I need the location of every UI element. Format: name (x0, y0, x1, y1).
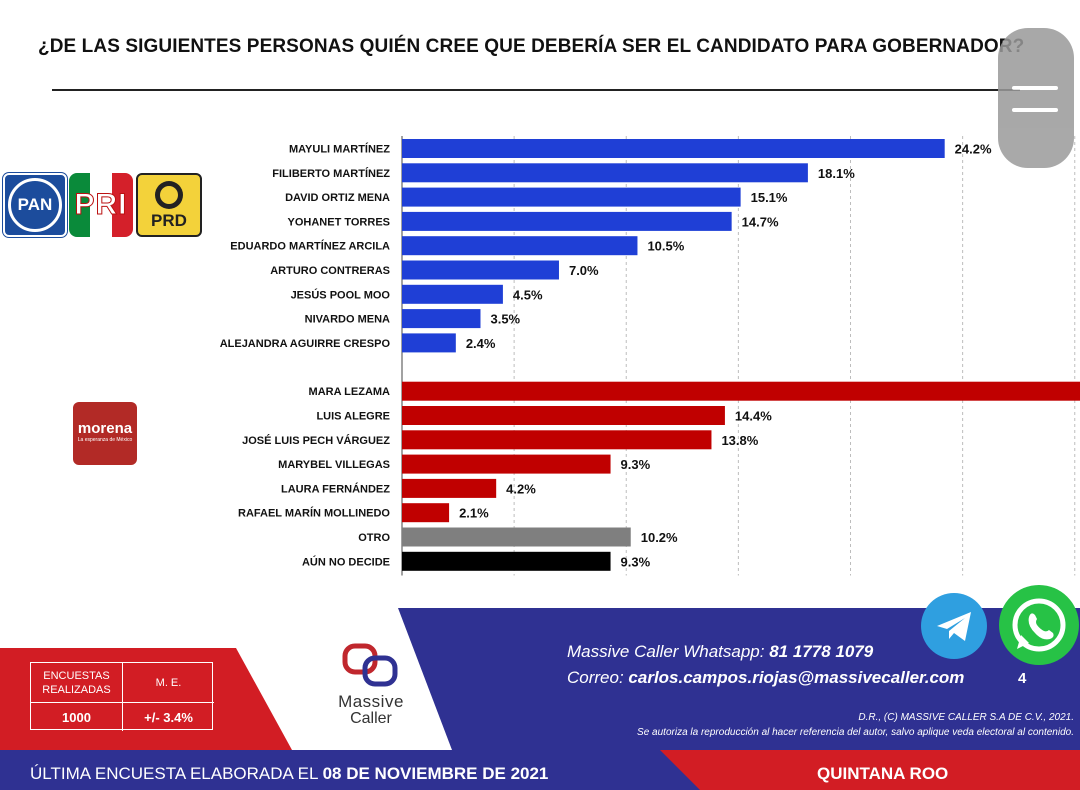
bar (402, 163, 808, 183)
whatsapp-label: Massive Caller Whatsapp: (567, 642, 765, 661)
value-label: 2.1% (459, 506, 489, 521)
pri-logo: PRI (69, 173, 133, 237)
category-label: MARA LEZAMA (309, 386, 391, 398)
telegram-button[interactable] (921, 593, 987, 659)
whatsapp-line: Massive Caller Whatsapp: 81 1778 1079 (567, 642, 873, 662)
bar (402, 527, 631, 547)
state-name: QUINTANA ROO (817, 764, 949, 783)
bar (402, 551, 611, 571)
bar (402, 187, 741, 207)
bar-chart: MAYULI MARTÍNEZ 24.2% FILIBERTO MARTÍNEZ 18… (220, 136, 1080, 576)
encuestas-value: 1000 (31, 703, 123, 731)
category-label: JOSÉ LUIS PECH VÁRGUEZ (242, 434, 390, 447)
me-label: M. E. (123, 663, 214, 703)
pan-logo: PAN (3, 173, 67, 237)
category-label: JESÚS POOL MOO (291, 288, 391, 301)
value-label: 4.5% (513, 287, 543, 302)
bar (402, 260, 559, 280)
whatsapp-icon (1012, 598, 1066, 652)
bar (402, 478, 497, 498)
category-label: NIVARDO MENA (305, 314, 390, 326)
category-label: YOHANET TORRES (288, 216, 390, 228)
prd-logo: PRD (136, 173, 202, 237)
value-label: 4.2% (506, 481, 536, 496)
category-label: DAVID ORTIZ MENA (285, 192, 390, 204)
menu-icon-line (1012, 108, 1058, 112)
bar (402, 284, 503, 304)
value-label: 2.4% (466, 336, 496, 351)
value-label: 15.1% (751, 190, 788, 205)
pri-logo-text: PRI (74, 188, 128, 222)
menu-button[interactable] (998, 28, 1074, 168)
bar (402, 236, 638, 256)
value-label: 14.4% (735, 409, 772, 424)
value-label: 14.7% (742, 214, 779, 229)
footer-background (0, 608, 1080, 790)
sun-icon-center (160, 186, 178, 204)
value-label: 24.2% (955, 142, 992, 157)
value-label: 9.3% (621, 457, 651, 472)
category-label: LAURA FERNÁNDEZ (281, 482, 390, 495)
bar (402, 139, 945, 158)
value-label: 7.0% (569, 263, 599, 278)
email-label: Correo: (567, 668, 624, 687)
footer-bar-red (660, 750, 1080, 790)
morena-tagline: La esperanza de México (77, 437, 133, 443)
page-number: 4 (1018, 670, 1027, 687)
whatsapp-button[interactable] (999, 585, 1079, 665)
category-label: ALEJANDRA AGUIRRE CRESPO (220, 338, 391, 350)
bar (402, 503, 450, 523)
category-label: RAFAEL MARÍN MOLLINEDO (238, 507, 390, 520)
brand-line-1: Massive (338, 692, 404, 711)
prd-logo-text: PRD (151, 211, 187, 230)
bar (402, 211, 732, 231)
value-label: 10.5% (647, 239, 684, 254)
menu-icon (1012, 86, 1058, 90)
value-label: 18.1% (818, 166, 855, 181)
category-label: AÚN NO DECIDE (302, 555, 390, 568)
category-label: OTRO (358, 532, 390, 544)
last-survey-line: ÚLTIMA ENCUESTA ELABORADA EL 08 DE NOVIE… (30, 764, 548, 784)
title-divider (52, 89, 1020, 91)
category-label: MARYBEL VILLEGAS (278, 459, 390, 471)
bar (402, 430, 712, 450)
category-label: MAYULI MARTÍNEZ (289, 143, 390, 156)
massive-caller-logo: Massive Caller (326, 640, 416, 728)
pan-logo-text: PAN (17, 195, 53, 214)
chart-grid (401, 136, 1076, 576)
bar (402, 454, 611, 474)
category-label: FILIBERTO MARTÍNEZ (272, 167, 390, 180)
last-survey-date: 08 DE NOVIEMBRE DE 2021 (322, 764, 549, 783)
brand-line-2: Caller (350, 710, 392, 727)
email-address[interactable]: carlos.campos.riojas@massivecaller.com (628, 668, 965, 687)
survey-stats-box: ENCUESTAS REALIZADAS M. E. 1000 +/- 3.4% (30, 662, 214, 731)
disclaimer-text: Se autoriza la reproducción al hacer ref… (637, 727, 1074, 738)
encuestas-label: ENCUESTAS REALIZADAS (31, 663, 123, 703)
last-survey-label: ÚLTIMA ENCUESTA ELABORADA EL (30, 764, 318, 783)
footer-red-panel (0, 648, 292, 750)
bar (402, 309, 481, 329)
bar (402, 381, 1080, 401)
whatsapp-number[interactable]: 81 1778 1079 (769, 642, 874, 661)
me-value: +/- 3.4% (144, 709, 193, 725)
bar (402, 406, 725, 425)
page-title: ¿DE LAS SIGUIENTES PERSONAS QUIÉN CREE Q… (38, 36, 1025, 57)
category-label: LUIS ALEGRE (316, 411, 390, 423)
morena-logo: morena La esperanza de México (73, 402, 137, 465)
chat-bubbles-icon (342, 643, 398, 687)
value-label: 3.5% (490, 312, 520, 327)
copyright-text: D.R., (C) MASSIVE CALLER S.A DE C.V., 20… (858, 712, 1074, 723)
footer-blue-panel (398, 608, 1080, 750)
morena-logo-text: morena (77, 420, 133, 437)
category-label: EDUARDO MARTÍNEZ ARCILA (230, 240, 390, 253)
telegram-icon (937, 612, 971, 641)
value-label: 13.8% (721, 433, 758, 448)
category-label: ARTURO CONTRERAS (270, 265, 390, 277)
value-label: 10.2% (641, 530, 678, 545)
bar (402, 333, 456, 353)
value-label: 9.3% (621, 554, 651, 569)
chart-bars: MAYULI MARTÍNEZ 24.2% FILIBERTO MARTÍNEZ 18… (220, 139, 1080, 571)
email-line: Correo: carlos.campos.riojas@massivecall… (567, 668, 964, 688)
